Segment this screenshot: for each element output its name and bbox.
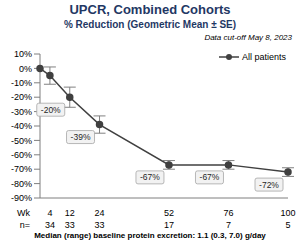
svg-text:100: 100 <box>280 208 292 218</box>
svg-text:34: 34 <box>45 220 55 228</box>
svg-text:76: 76 <box>223 208 233 218</box>
svg-text:-67%: -67% <box>200 172 220 182</box>
svg-text:33: 33 <box>95 220 105 228</box>
svg-text:-10%: -10% <box>11 78 32 88</box>
html-text:All patients: All patients <box>242 52 286 62</box>
svg-text:33: 33 <box>65 220 75 228</box>
svg-text:7: 7 <box>226 220 231 228</box>
svg-text:-39%: -39% <box>71 132 91 142</box>
svg-text:-40%: -40% <box>11 121 32 131</box>
html-text:% Reduction (Geometric Mean ±: % Reduction (Geometric Mean ± SE) <box>63 19 237 30</box>
svg-text:Wk: Wk <box>17 208 30 218</box>
svg-text:12: 12 <box>65 208 75 218</box>
html-text:UPCR, Combined Cohorts: UPCR, Combined Cohorts <box>69 2 231 17</box>
svg-text:-20%: -20% <box>41 105 61 115</box>
svg-text:-60%: -60% <box>11 150 32 160</box>
html-text:Median (range) baseline protei: Median (range) baseline protein excretio… <box>34 231 266 240</box>
svg-text:0%: 0% <box>19 64 32 74</box>
svg-text:-30%: -30% <box>11 107 32 117</box>
svg-text:52: 52 <box>164 208 174 218</box>
svg-text:-67%: -67% <box>140 172 160 182</box>
svg-text:-20%: -20% <box>11 92 32 102</box>
svg-text:4: 4 <box>47 208 52 218</box>
svg-text:-80%: -80% <box>11 179 32 189</box>
svg-text:-72%: -72% <box>259 180 279 190</box>
svg-text:10%: 10% <box>14 49 32 59</box>
svg-text:-70%: -70% <box>11 164 32 174</box>
svg-text:n=: n= <box>20 220 30 228</box>
svg-text:-90%: -90% <box>11 193 32 203</box>
html-text:Data cut-off May 8, 2023: Data cut-off May 8, 2023 <box>204 33 292 42</box>
svg-text:17: 17 <box>164 220 174 228</box>
svg-text:24: 24 <box>95 208 105 218</box>
svg-text:-50%: -50% <box>11 136 32 146</box>
svg-text:5: 5 <box>285 220 290 228</box>
